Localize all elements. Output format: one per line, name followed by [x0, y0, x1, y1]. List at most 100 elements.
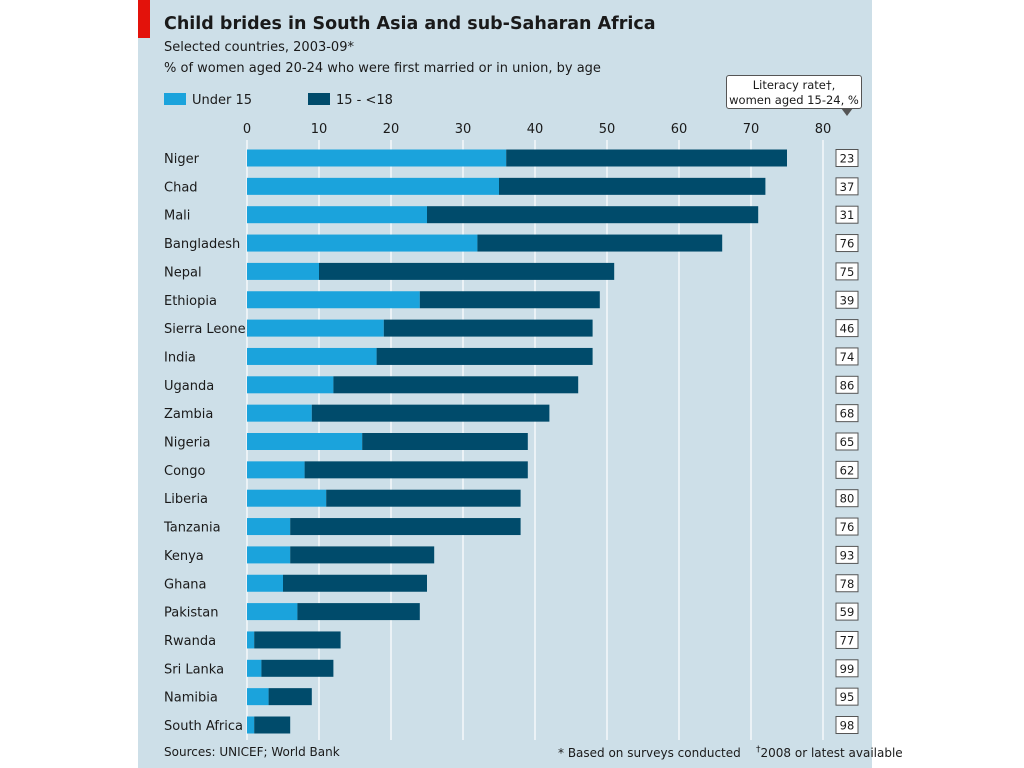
literacy-value: 31	[840, 208, 855, 222]
x-tick-label: 60	[671, 122, 688, 137]
category-labels: Niger Chad Mali Bangladesh Nepal Ethiopia Sier…	[163, 152, 246, 734]
legend-swatch-15-to-18	[308, 93, 330, 105]
literacy-box	[835, 659, 859, 678]
x-tick-label: 10	[311, 122, 328, 137]
footnote-literacy-year: 2008 or latest available	[760, 746, 903, 760]
literacy-value: 59	[840, 605, 855, 619]
bar-under-15	[247, 461, 305, 479]
literacy-box	[835, 630, 859, 649]
literacy-value: 37	[840, 180, 855, 194]
category-label: Kenya	[164, 549, 204, 564]
literacy-box	[835, 545, 859, 564]
category-label: India	[164, 350, 196, 365]
x-tick-label: 70	[743, 122, 760, 137]
literacy-value: 68	[840, 407, 855, 421]
legend-label-15-to-18: 15 - <18	[336, 93, 393, 108]
x-axis-ticks: 0 10 20 30 40 50 60 70 80	[243, 122, 831, 137]
category-label: Nepal	[164, 265, 202, 280]
literacy-box	[835, 262, 859, 281]
bar-15-to-18	[376, 347, 593, 365]
x-tick-label: 0	[243, 122, 251, 137]
bar-15-to-18	[268, 688, 312, 706]
chart-description: % of women aged 20-24 who were first mar…	[164, 61, 601, 76]
chart-subtitle: Selected countries, 2003-09*	[164, 40, 354, 55]
category-label: Ethiopia	[164, 294, 217, 309]
literacy-value: 74	[840, 350, 855, 364]
bar-15-to-18	[283, 574, 427, 592]
bar-under-15	[247, 433, 363, 450]
category-label: Tanzania	[163, 521, 221, 536]
legend-swatch-under-15	[164, 93, 186, 105]
category-label: Chad	[164, 180, 198, 195]
bar-15-to-18	[297, 603, 420, 621]
literacy-box	[835, 489, 859, 508]
bar-15-to-18	[362, 433, 528, 450]
literacy-value: 62	[840, 463, 855, 477]
literacy-box	[835, 177, 859, 196]
bar-15-to-18	[333, 376, 579, 394]
category-label: Pakistan	[164, 606, 218, 621]
literacy-value: 99	[840, 662, 855, 676]
bar-under-15	[247, 149, 507, 167]
category-label: Ghana	[164, 577, 207, 592]
literacy-rate-callout: Literacy rate†, women aged 15-24, %	[726, 75, 862, 116]
footnote-dagger: †	[756, 745, 761, 755]
bar-under-15	[247, 347, 377, 365]
category-label: Rwanda	[164, 634, 216, 649]
literacy-box	[835, 574, 859, 593]
bar-15-to-18	[383, 319, 593, 337]
literacy-value: 86	[840, 378, 855, 392]
literacy-callout-line2: women aged 15-24, %	[729, 93, 859, 107]
category-label: Nigeria	[164, 436, 211, 451]
bar-15-to-18	[499, 177, 766, 195]
bars	[247, 149, 787, 734]
category-label: Zambia	[164, 407, 213, 422]
bar-under-15	[247, 177, 499, 195]
literacy-value: 77	[840, 633, 855, 647]
red-accent-bar	[138, 0, 150, 38]
literacy-box	[835, 687, 859, 706]
literacy-value: 76	[840, 520, 855, 534]
bar-under-15	[247, 489, 327, 507]
bar-15-to-18	[311, 404, 550, 422]
category-label: Sri Lanka	[164, 662, 224, 677]
bar-15-to-18	[419, 291, 600, 309]
literacy-callout-line1: Literacy rate†,	[752, 78, 836, 92]
bar-15-to-18	[427, 206, 759, 224]
bar-under-15	[247, 631, 255, 649]
literacy-value: 46	[840, 322, 855, 336]
bar-under-15	[247, 574, 283, 592]
category-label: South Africa	[164, 719, 243, 734]
literacy-value: 93	[840, 548, 855, 562]
category-label: Niger	[164, 152, 200, 167]
literacy-value: 39	[840, 293, 855, 307]
literacy-box	[835, 149, 859, 167]
footnote: * Based on surveys conducted †2008 or la…	[558, 745, 903, 760]
bar-under-15	[247, 404, 312, 422]
bar-15-to-18	[326, 489, 521, 507]
literacy-value: 65	[840, 435, 855, 449]
literacy-value: 78	[840, 577, 855, 591]
bar-15-to-18	[254, 716, 291, 734]
bar-under-15	[247, 319, 384, 337]
bar-15-to-18	[290, 518, 521, 536]
x-tick-label: 30	[455, 122, 472, 137]
category-label: Uganda	[164, 379, 214, 394]
literacy-box	[835, 517, 859, 536]
bar-15-to-18	[254, 631, 341, 649]
literacy-box	[835, 404, 859, 423]
literacy-box	[835, 716, 859, 734]
bar-under-15	[247, 518, 291, 536]
bar-under-15	[247, 291, 420, 309]
literacy-value: 76	[840, 237, 855, 251]
chart-title: Child brides in South Asia and sub-Sahar…	[164, 14, 656, 34]
literacy-value: 95	[840, 690, 855, 704]
bar-under-15	[247, 376, 334, 394]
bar-under-15	[247, 262, 319, 280]
literacy-value: 80	[840, 492, 855, 506]
bar-15-to-18	[290, 546, 435, 564]
literacy-value: 98	[840, 719, 855, 733]
literacy-box	[835, 290, 859, 309]
bar-under-15	[247, 546, 291, 564]
category-label: Mali	[164, 209, 190, 224]
